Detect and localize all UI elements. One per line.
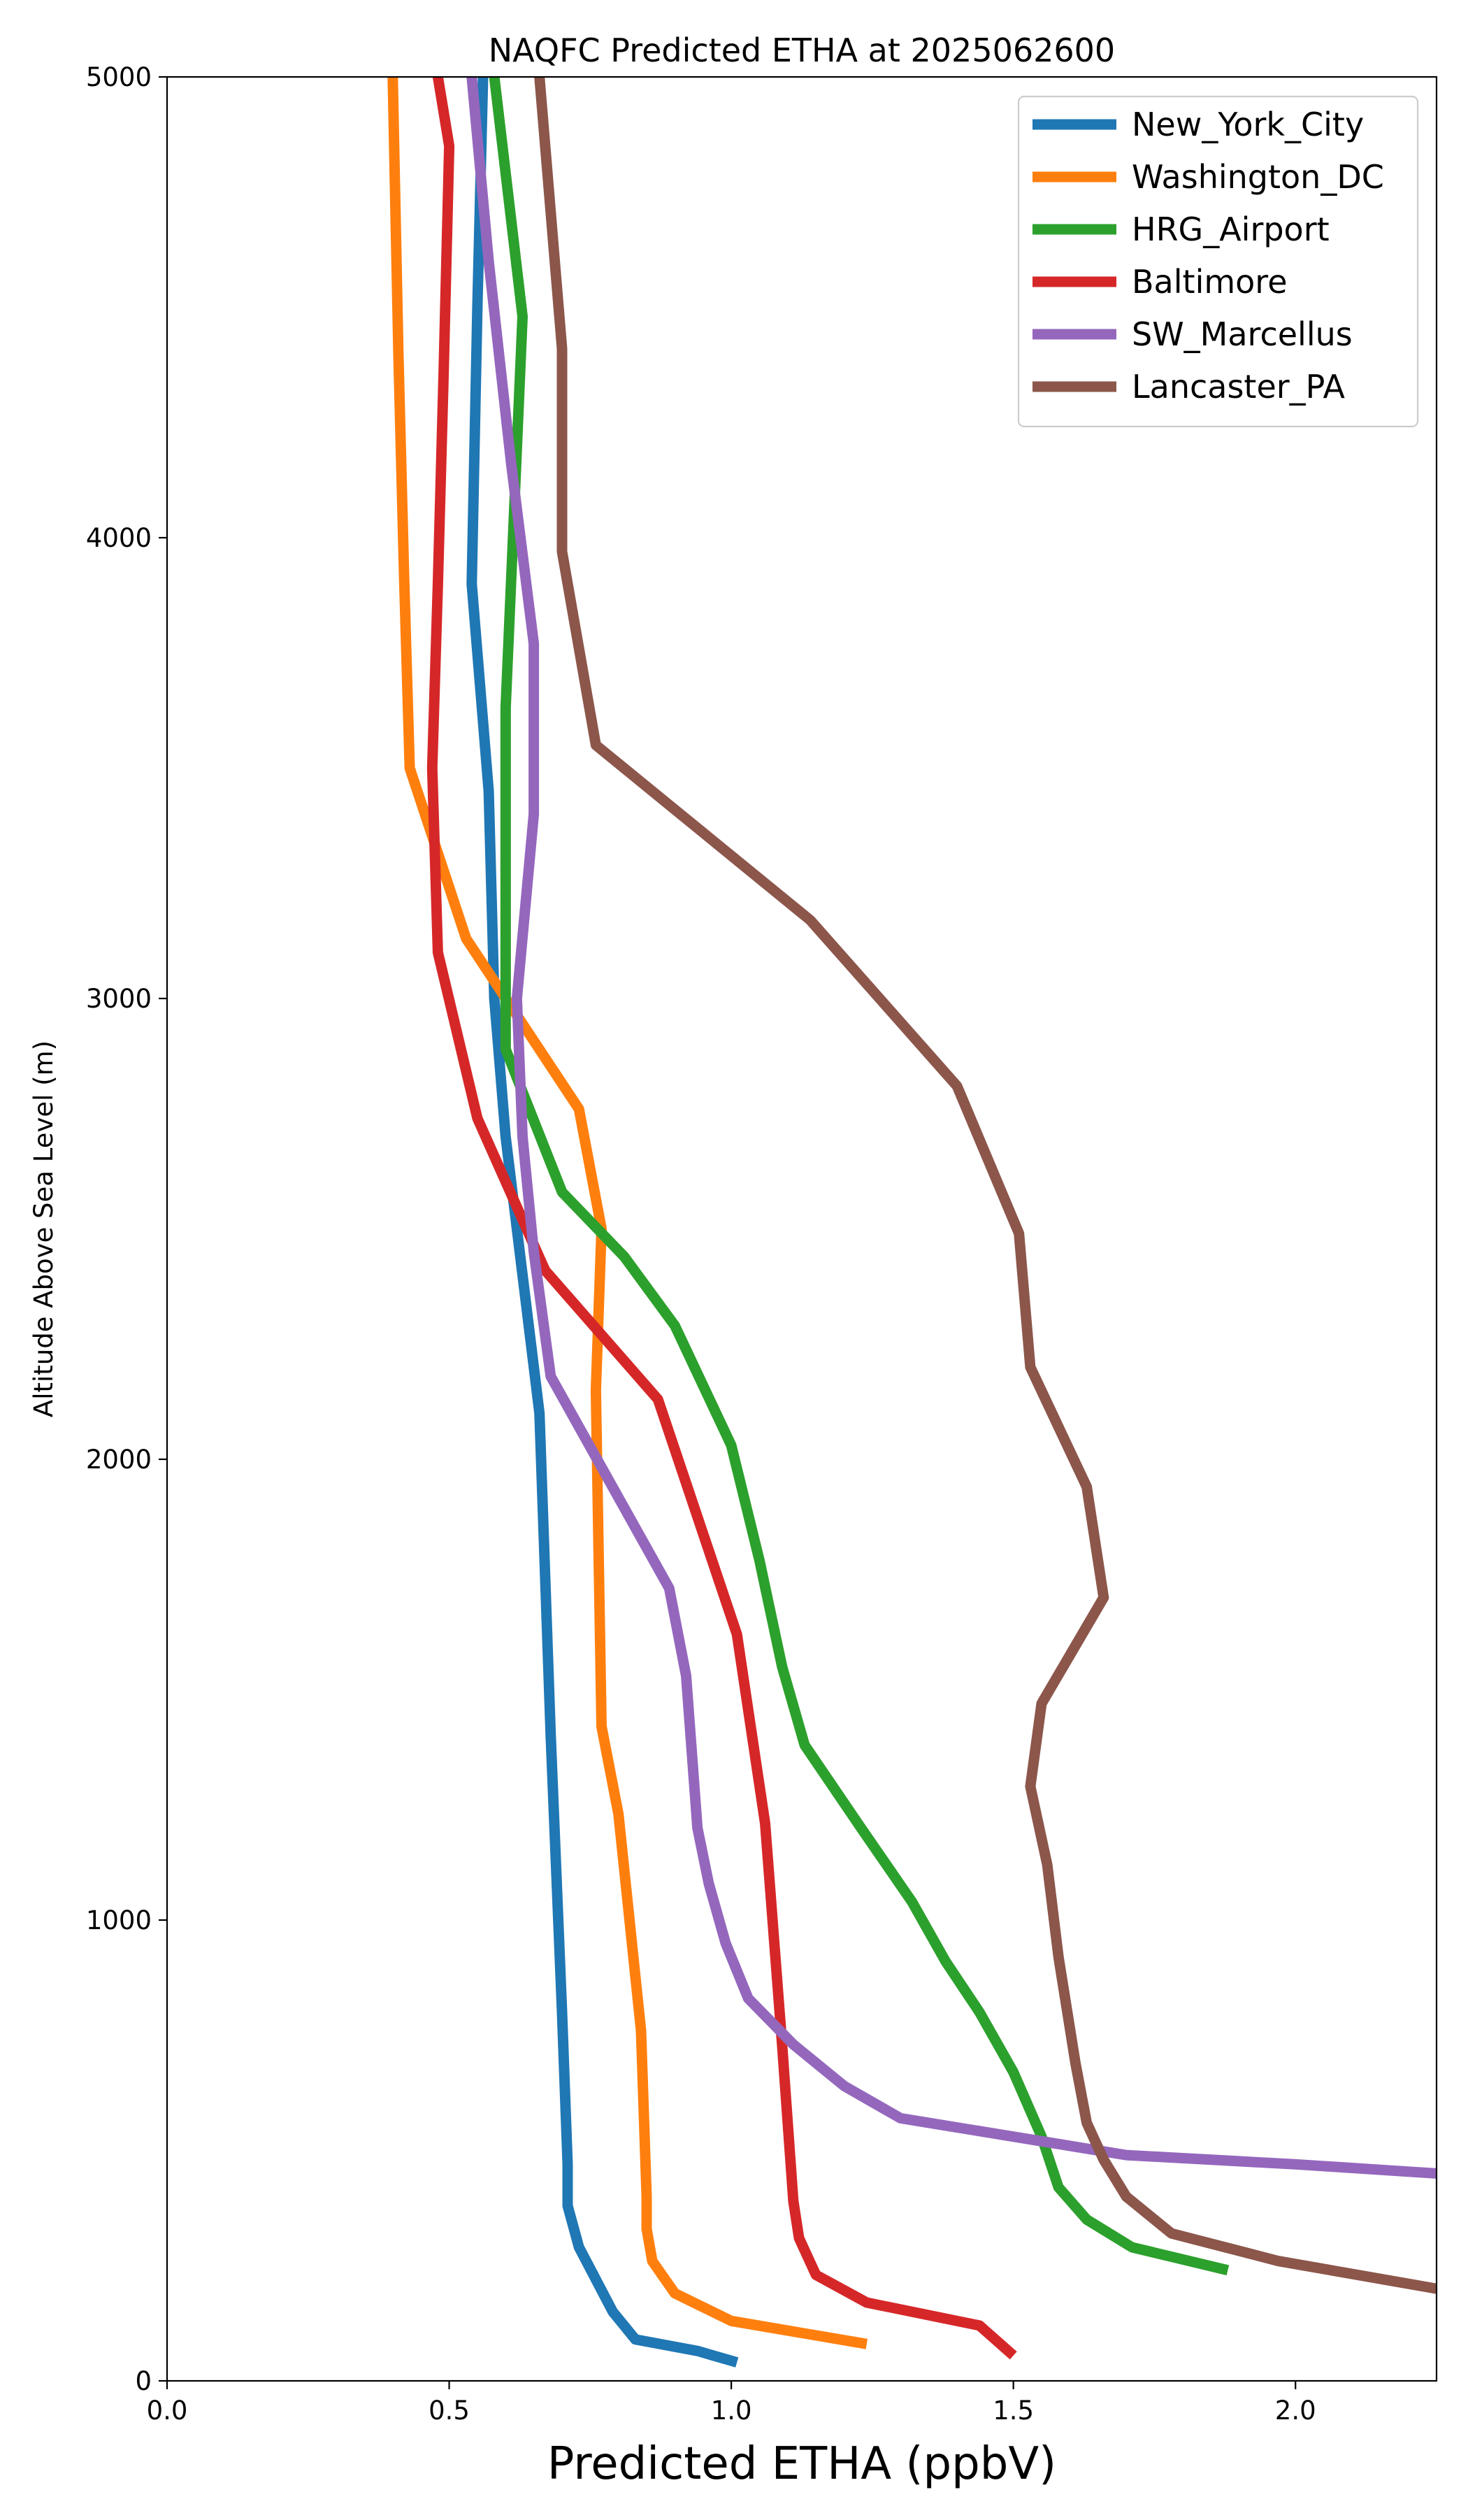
plot-lines <box>387 77 1437 2368</box>
y-tick-label: 0 <box>135 2366 152 2396</box>
legend-label-new-york-city: New_York_City <box>1132 106 1364 143</box>
plot-frame <box>166 76 1438 2382</box>
series-line-sw-marcellus <box>466 77 1437 2179</box>
chart-title: NAQFC Predicted ETHA at 2025062600 <box>489 31 1115 69</box>
y-tick-label: 4000 <box>86 523 152 553</box>
legend-label-hrg-airport: HRG_Airport <box>1132 210 1330 248</box>
series-line-baltimore <box>426 77 1017 2360</box>
series-line-washington-dc <box>387 77 868 2349</box>
y-tick-label: 2000 <box>86 1445 152 1475</box>
legend-label-washington-dc: Washington_DC <box>1132 158 1384 196</box>
y-axis-label: Altitude Above Sea Level (m) <box>29 1040 59 1417</box>
legend-label-lancaster-pa: Lancaster_PA <box>1132 368 1345 406</box>
x-tick-label: 0.5 <box>429 2396 470 2426</box>
y-tick-label: 3000 <box>86 984 152 1014</box>
x-axis-label: Predicted ETHA (ppbV) <box>547 2438 1056 2490</box>
legend-label-sw-marcellus: SW_Marcellus <box>1132 315 1353 353</box>
x-tick-label: 1.5 <box>993 2396 1034 2426</box>
x-tick-label: 1.0 <box>711 2396 752 2426</box>
x-tick-label: 2.0 <box>1275 2396 1316 2426</box>
y-tick-label: 1000 <box>86 1905 152 1935</box>
x-tick-label: 0.0 <box>147 2396 188 2426</box>
series-line-new-york-city <box>466 77 739 2368</box>
y-tick-label: 5000 <box>86 62 152 92</box>
legend-box <box>1017 95 1419 428</box>
legend-label-baltimore: Baltimore <box>1132 263 1288 301</box>
series-line-lancaster-pa <box>534 77 1437 2294</box>
legend: New_York_City Washington_DC HRG_Airport Bal… <box>1017 95 1419 428</box>
axis-ticks: 0.0 0.5 1.0 1.5 2.0 0 1000 2000 3000 4000 5000 <box>86 62 1316 2426</box>
